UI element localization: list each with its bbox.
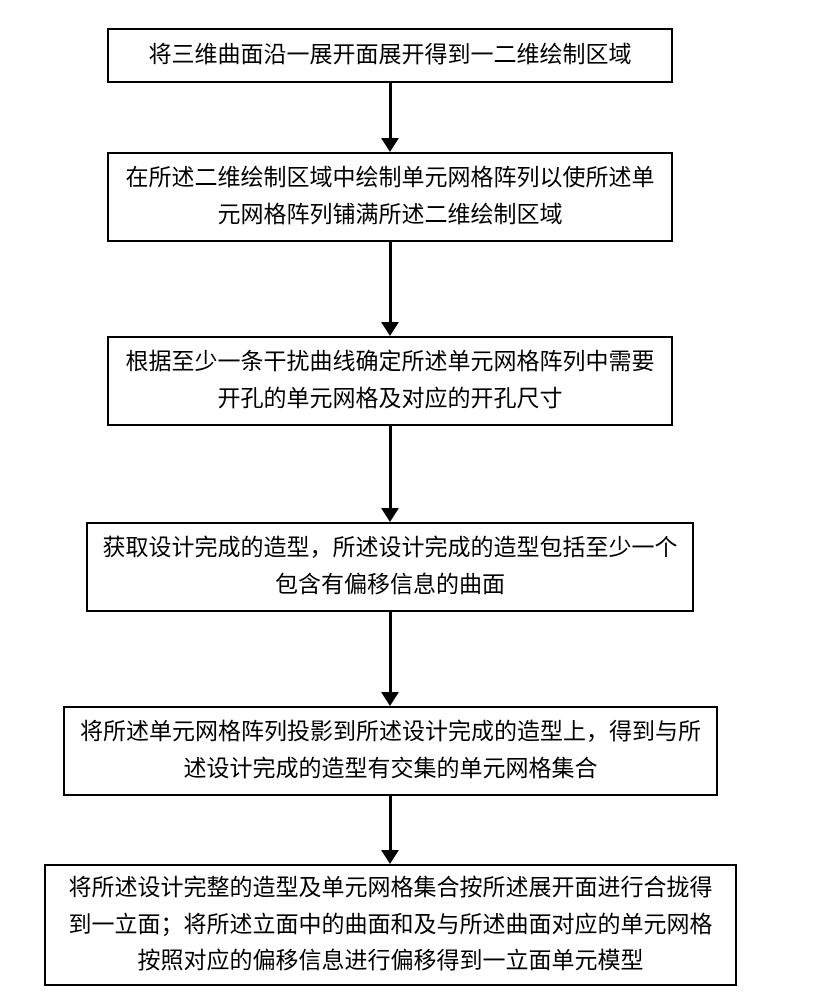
flowchart-node: 根据至少一条干扰曲线确定所述单元网格阵列中需要开孔的单元网格及对应的开孔尺寸 — [107, 336, 673, 426]
arrowhead-icon — [381, 508, 399, 522]
flowchart-edge — [389, 796, 392, 850]
arrowhead-icon — [381, 138, 399, 152]
flowchart-edge — [389, 612, 392, 692]
flowchart-node: 将所述设计完整的造型及单元网格集合按所述展开面进行合拢得到一立面；将所述立面中的… — [44, 864, 737, 986]
flowchart-node: 获取设计完成的造型，所述设计完成的造型包括至少一个包含有偏移信息的曲面 — [86, 522, 694, 612]
flowchart-node: 将三维曲面沿一展开面展开得到一二维绘制区域 — [107, 28, 673, 83]
flowchart-edge — [389, 83, 392, 138]
flowchart-node: 在所述二维绘制区域中绘制单元网格阵列以使所述单元网格阵列铺满所述二维绘制区域 — [107, 152, 673, 242]
arrowhead-icon — [381, 850, 399, 864]
flowchart-node: 将所述单元网格阵列投影到所述设计完成的造型上，得到与所述设计完成的造型有交集的单… — [63, 706, 718, 796]
flowchart-canvas: 将三维曲面沿一展开面展开得到一二维绘制区域 在所述二维绘制区域中绘制单元网格阵列… — [0, 0, 816, 1000]
flowchart-edge — [389, 242, 392, 322]
node-text: 将所述单元网格阵列投影到所述设计完成的造型上，得到与所述设计完成的造型有交集的单… — [77, 714, 704, 788]
node-text: 在所述二维绘制区域中绘制单元网格阵列以使所述单元网格阵列铺满所述二维绘制区域 — [121, 160, 659, 234]
node-text: 将所述设计完整的造型及单元网格集合按所述展开面进行合拢得到一立面；将所述立面中的… — [58, 870, 723, 980]
flowchart-edge — [389, 426, 392, 508]
arrowhead-icon — [381, 692, 399, 706]
arrowhead-icon — [381, 322, 399, 336]
node-text: 将三维曲面沿一展开面展开得到一二维绘制区域 — [149, 37, 632, 74]
node-text: 获取设计完成的造型，所述设计完成的造型包括至少一个包含有偏移信息的曲面 — [100, 530, 680, 604]
node-text: 根据至少一条干扰曲线确定所述单元网格阵列中需要开孔的单元网格及对应的开孔尺寸 — [121, 344, 659, 418]
